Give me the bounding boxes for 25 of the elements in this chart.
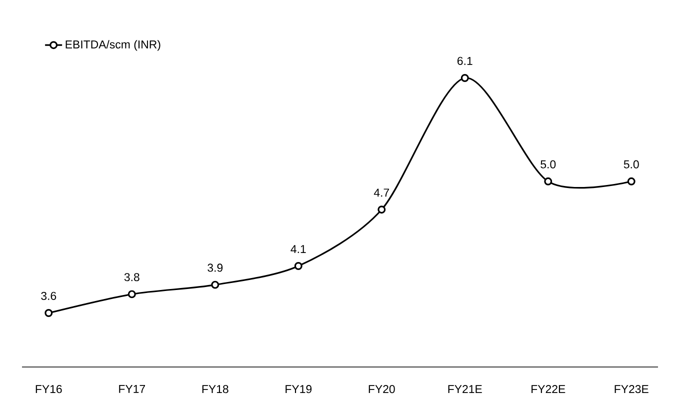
data-label: 4.7 xyxy=(374,188,390,197)
x-tick-label: FY21E xyxy=(448,385,482,394)
point xyxy=(544,177,552,186)
x-tick-label: FY18 xyxy=(202,385,228,394)
point xyxy=(211,280,220,289)
legend-label: EBITDA/scm (INR) xyxy=(66,40,160,51)
x-tick-label: FY23E xyxy=(614,385,648,394)
point xyxy=(627,177,636,186)
point xyxy=(460,74,469,82)
data-label: 3.6 xyxy=(41,292,56,300)
x-tick-label: FY22E xyxy=(532,385,566,394)
data-label: 3.8 xyxy=(124,273,140,282)
point xyxy=(128,290,136,298)
x-tick-label: FY20 xyxy=(368,385,395,394)
point xyxy=(44,309,53,317)
x-tick-label: FY19 xyxy=(286,385,312,394)
data-label: 6.1 xyxy=(457,56,472,65)
data-label: 5.0 xyxy=(624,160,639,168)
point xyxy=(378,206,386,214)
data-label: 3.9 xyxy=(208,264,223,272)
x-tick-label: FY16 xyxy=(36,385,62,394)
data-label: 4.1 xyxy=(290,245,306,253)
data-label: 5.0 xyxy=(540,160,556,168)
x-tick-label: FY17 xyxy=(119,385,146,393)
point xyxy=(294,262,302,270)
